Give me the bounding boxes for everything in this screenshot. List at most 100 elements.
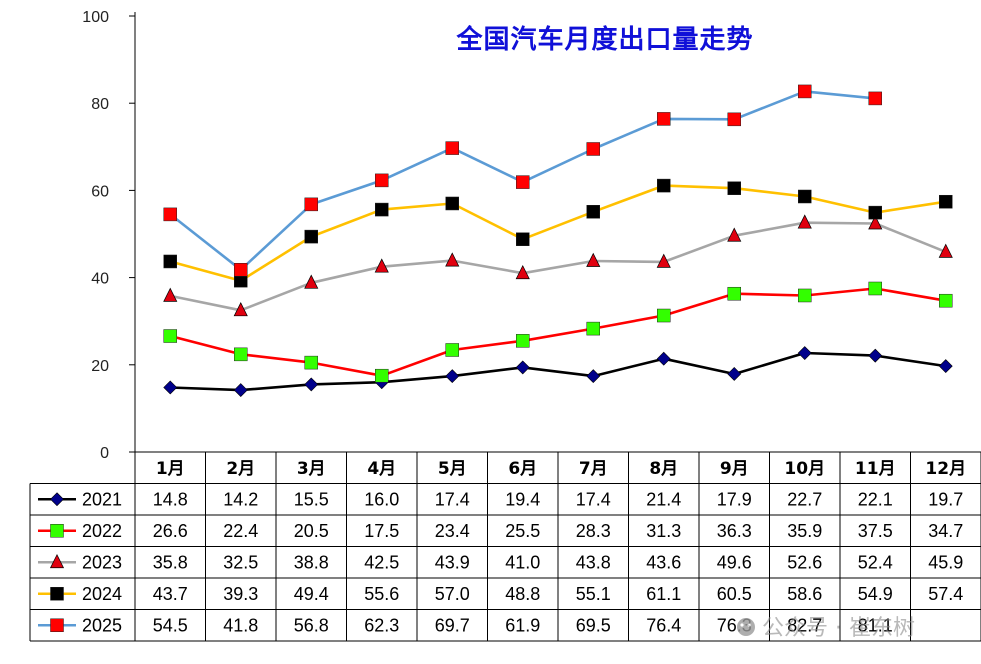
legend-label: 2025 — [82, 615, 122, 635]
legend-marker — [50, 524, 64, 538]
watermark-text: 公众号 · 崔东树 — [762, 616, 915, 641]
table-cell: 34.7 — [928, 521, 963, 541]
data-point-2022-4 — [375, 368, 389, 383]
x-category-label: 8月 — [649, 459, 678, 479]
data-point-2025-10 — [798, 84, 812, 99]
table-cell: 36.3 — [717, 521, 752, 541]
table-cell: 76.4 — [646, 615, 681, 635]
data-table: 1月 2月 3月 4月 5月 6月 7月 8月 9月 10月 11月 12月 2021 14.8 14.2 1… — [29, 451, 981, 642]
table-cell: 81.1 — [858, 615, 893, 635]
data-point-2025-2 — [234, 263, 248, 277]
legend-label: 2023 — [82, 552, 122, 572]
data-point-2025-6 — [516, 175, 530, 189]
table-cell: 37.5 — [858, 521, 893, 541]
legend-marker — [49, 553, 65, 569]
data-point-2021-5 — [445, 369, 460, 384]
data-point-2025-7 — [586, 142, 600, 156]
y-tick-label: 80 — [91, 96, 109, 113]
series-line-2022 — [169, 287, 947, 377]
data-point-2022-6 — [516, 334, 530, 348]
table-cell: 43.9 — [435, 552, 470, 572]
table-cell: 48.8 — [505, 584, 540, 604]
data-point-2025-8 — [657, 112, 671, 126]
data-point-2022-7 — [586, 321, 600, 336]
series-line-2023 — [170, 221, 947, 312]
table-cell: 20.5 — [294, 521, 329, 541]
data-point-2025-1 — [163, 207, 177, 222]
watermark: 公众号 · 崔东树 — [737, 616, 915, 641]
series-2022 — [163, 281, 953, 383]
table-cell: 35.9 — [787, 521, 822, 541]
legend-label: 2022 — [82, 521, 122, 541]
data-point-2022-1 — [163, 329, 177, 343]
x-category-label: 5月 — [438, 459, 467, 479]
table-cell: 43.7 — [153, 584, 188, 604]
y-tick-label: 40 — [91, 271, 109, 288]
y-tick-label: 100 — [82, 9, 109, 26]
data-point-2021-9 — [727, 367, 742, 381]
x-category-label: 1月 — [156, 459, 185, 479]
x-category-label: 12月 — [925, 459, 966, 479]
legend-label: 2024 — [82, 584, 122, 604]
table-cell: 49.6 — [717, 552, 752, 572]
data-point-2022-5 — [445, 343, 459, 357]
data-point-2023-5 — [445, 252, 460, 267]
data-point-2022-3 — [304, 355, 318, 370]
y-tick-label: 20 — [91, 358, 109, 375]
y-tick-label: 60 — [91, 183, 109, 200]
x-category-label: 9月 — [720, 459, 749, 479]
data-point-2024-8 — [657, 178, 671, 193]
data-point-2021-2 — [233, 383, 248, 398]
legend-entry-2021: 2021 — [38, 489, 122, 509]
data-point-2025-4 — [375, 173, 389, 188]
x-category-label: 11月 — [855, 459, 896, 479]
table-cell: 61.9 — [505, 615, 540, 635]
data-point-2024-9 — [727, 181, 741, 195]
data-point-2024-11 — [868, 205, 882, 220]
table-cell: 17.4 — [576, 489, 611, 509]
table-cell: 19.7 — [928, 489, 963, 509]
table-cell: 41.0 — [505, 552, 540, 572]
table-cell: 16.0 — [364, 489, 399, 509]
series-2021 — [163, 346, 953, 398]
table-cell: 22.7 — [787, 489, 822, 509]
data-point-2023-12 — [938, 243, 953, 258]
plot-area — [163, 84, 953, 398]
data-point-2023-2 — [233, 302, 248, 317]
table-cell: 28.3 — [576, 521, 611, 541]
table-cell: 19.4 — [505, 489, 540, 509]
data-point-2024-6 — [516, 232, 530, 246]
table-cell: 52.6 — [787, 552, 822, 572]
table-cell: 69.5 — [576, 615, 611, 635]
data-point-2023-9 — [727, 227, 742, 242]
x-category-label: 3月 — [297, 459, 326, 479]
x-category-label: 4月 — [367, 459, 396, 479]
series-2025 — [163, 84, 882, 277]
table-cell: 52.4 — [858, 552, 893, 572]
table-cell: 55.6 — [364, 584, 399, 604]
table-cell: 14.2 — [223, 489, 258, 509]
table-cell: 43.8 — [576, 552, 611, 572]
table-cell: 62.3 — [364, 615, 399, 635]
table-cell: 54.5 — [153, 615, 188, 635]
table-cell: 15.5 — [294, 489, 329, 509]
data-point-2024-7 — [586, 205, 600, 219]
table-cell: 32.5 — [223, 552, 258, 572]
x-category-label: 10月 — [784, 459, 825, 479]
legend-entry-2025: 2025 — [38, 615, 122, 635]
table-cell: 57.0 — [435, 584, 470, 604]
legend-marker — [50, 492, 64, 507]
data-point-2024-10 — [798, 189, 812, 204]
table-cell: 42.5 — [364, 552, 399, 572]
x-category-label: 7月 — [579, 459, 608, 479]
series-line-2024 — [169, 184, 946, 282]
data-point-2021-10 — [797, 346, 812, 360]
data-point-2023-11 — [868, 215, 883, 230]
x-category-label: 2月 — [226, 459, 255, 479]
data-point-2024-4 — [375, 202, 389, 217]
table-cell: 26.6 — [153, 521, 188, 541]
legend-entry-2024: 2024 — [38, 584, 122, 604]
data-point-2021-3 — [304, 377, 319, 392]
table-cell: 60.5 — [717, 584, 752, 604]
table-cell: 22.4 — [223, 521, 258, 541]
